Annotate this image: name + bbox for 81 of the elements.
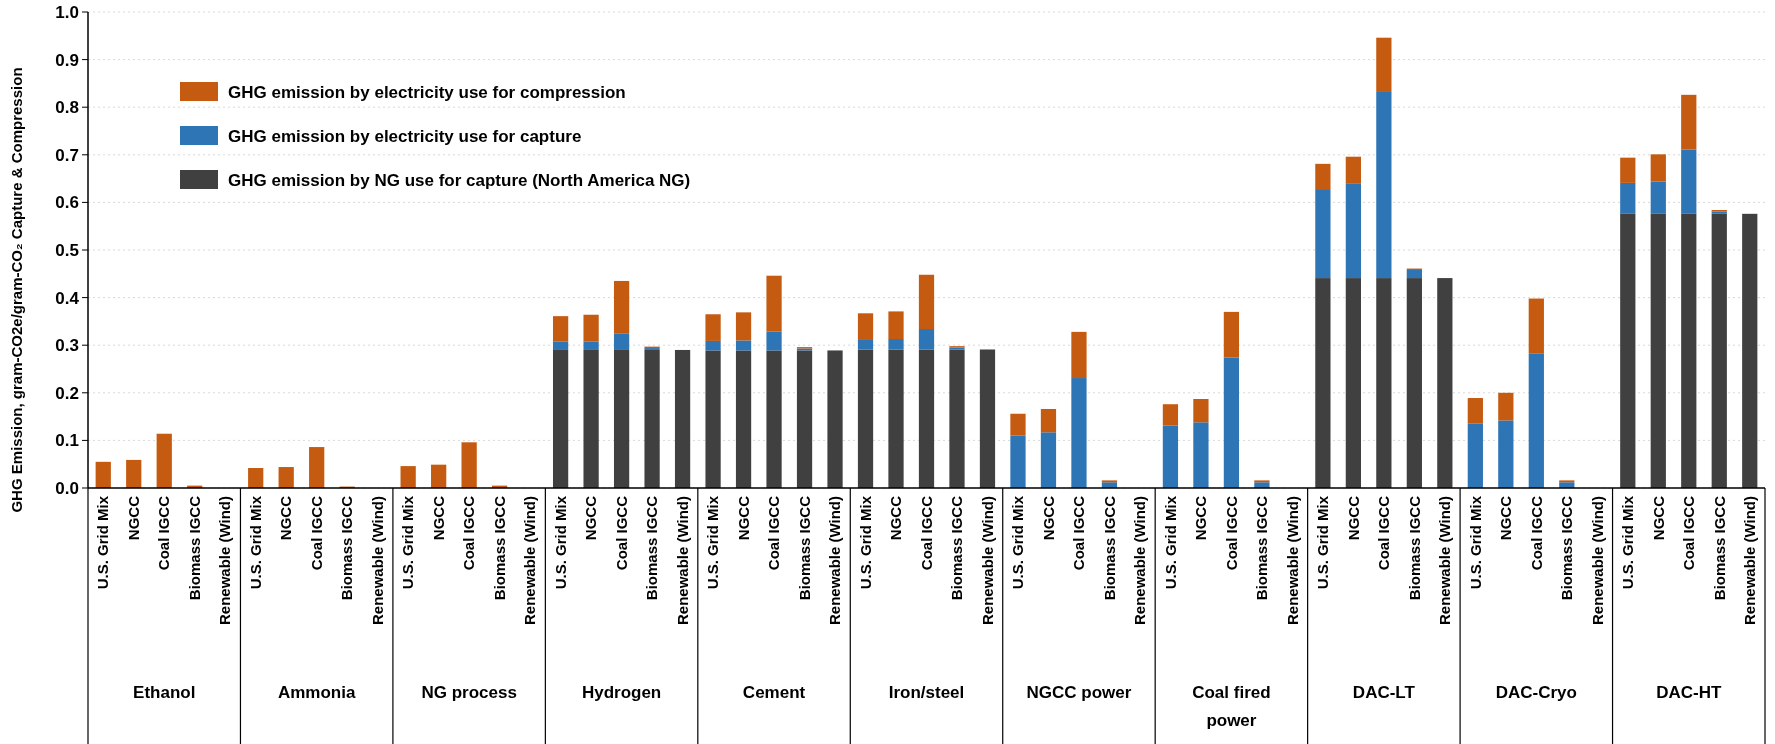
x-tick-label: NGCC — [582, 495, 600, 541]
x-tick-label: Renewable (Wind) — [1741, 496, 1758, 626]
x-tick-label: Coal IGCC — [1070, 495, 1088, 571]
x-tick-label: Biomass IGCC — [1253, 495, 1271, 601]
x-tick-label: Coal IGCC — [460, 495, 478, 571]
x-tick-label: U.S. Grid Mix — [704, 495, 722, 590]
y-tick-label: 0.3 — [55, 336, 79, 356]
x-tick-label: Renewable (Wind) — [216, 496, 234, 626]
x-tick-label: Biomass IGCC — [490, 495, 508, 601]
x-tick-label: Biomass IGCC — [185, 495, 203, 601]
x-tick-label: Renewable (Wind) — [1588, 496, 1606, 626]
text: Cement — [742, 683, 806, 702]
y-tick-label: 0.4 — [55, 288, 80, 308]
x-tick-label: NGCC — [1192, 495, 1210, 541]
x-tick-label: U.S. Grid Mix — [94, 495, 112, 590]
x-tick-label: Renewable (Wind) — [521, 496, 539, 626]
text: Ethanol — [133, 683, 196, 702]
text: DAC-HT — [1656, 683, 1722, 702]
y-tick-label: 0.0 — [55, 478, 79, 498]
text: Coal fired power — [1192, 683, 1271, 730]
x-tick-label: Biomass IGCC — [338, 495, 356, 601]
text: Iron/steel — [888, 683, 965, 702]
x-tick-label: NGCC — [1497, 495, 1515, 541]
x-tick-label: Coal IGCC — [155, 495, 173, 571]
x-tick-label: Coal IGCC — [1527, 495, 1545, 571]
x-tick-label: Coal IGCC — [917, 495, 935, 571]
x-tick-label: NGCC — [887, 495, 905, 541]
x-tick-label: NGCC — [429, 495, 447, 541]
x-tick-label: Biomass IGCC — [795, 495, 813, 601]
x-tick-label: Biomass IGCC — [948, 495, 966, 601]
x-tick-label: Biomass IGCC — [1100, 495, 1118, 601]
x-tick-label: Renewable (Wind) — [1283, 496, 1301, 626]
x-tick-label: Coal IGCC — [765, 495, 783, 571]
text: DAC-LT — [1352, 683, 1416, 702]
y-axis-title: GHG Emission, gram-CO2e/gram-CO₂ Capture & Compression — [8, 67, 25, 513]
x-tick-label: Renewable (Wind) — [673, 496, 691, 626]
x-tick-label: Renewable (Wind) — [368, 496, 386, 626]
x-tick-label: Biomass IGCC — [1710, 495, 1728, 601]
x-tick-label: Coal IGCC — [1375, 495, 1393, 571]
legend-label: GHG emission by electricity use for compression — [228, 82, 626, 102]
x-tick-label: NGCC — [1039, 495, 1057, 541]
x-tick-label: U.S. Grid Mix — [399, 495, 417, 590]
x-tick-label: U.S. Grid Mix — [1619, 495, 1637, 590]
text: Hydrogen — [581, 683, 662, 702]
x-tick-label: U.S. Grid Mix — [1161, 495, 1179, 590]
x-tick-label: U.S. Grid Mix — [1314, 495, 1332, 590]
y-tick-label: 0.9 — [55, 50, 79, 70]
x-tick-label: Renewable (Wind) — [978, 496, 996, 626]
x-tick-label: Coal IGCC — [1222, 495, 1240, 571]
x-tick-label: NGCC — [1344, 495, 1362, 541]
y-tick-label: 1.0 — [55, 2, 79, 22]
x-tick-label: U.S. Grid Mix — [856, 495, 874, 590]
x-tick-label: Renewable (Wind) — [1436, 496, 1454, 626]
text: NGCC power — [1026, 683, 1132, 702]
x-tick-label: Biomass IGCC — [643, 495, 661, 601]
x-tick-label: Renewable (Wind) — [826, 496, 844, 626]
x-tick-label: NGCC — [734, 495, 752, 541]
x-tick-label: U.S. Grid Mix — [1009, 495, 1027, 590]
x-tick-label: Coal IGCC — [612, 495, 630, 571]
x-tick-label: Coal IGCC — [307, 495, 325, 571]
text: Ammonia — [277, 683, 356, 702]
x-tick-label: U.S. Grid Mix — [1466, 495, 1484, 590]
x-tick-label: Renewable (Wind) — [1131, 496, 1149, 626]
text: DAC-Cryo — [1495, 683, 1577, 702]
y-tick-label: 0.1 — [55, 431, 79, 451]
x-tick-label: Coal IGCC — [1680, 495, 1698, 571]
x-tick-label: Biomass IGCC — [1558, 495, 1576, 601]
x-tick-label: NGCC — [1649, 495, 1667, 541]
x-tick-label: NGCC — [124, 495, 142, 541]
y-tick-label: 0.7 — [55, 145, 79, 165]
x-tick-label: U.S. Grid Mix — [246, 495, 264, 590]
x-tick-label: Biomass IGCC — [1405, 495, 1423, 601]
y-tick-label: 0.8 — [55, 98, 79, 118]
y-tick-label: 0.2 — [55, 383, 79, 403]
text: NG process — [421, 683, 517, 702]
y-tick-label: 0.5 — [55, 240, 79, 260]
y-tick-label: 0.6 — [55, 193, 79, 213]
legend-label: GHG emission by electricity use for capture — [228, 126, 582, 146]
x-tick-label: U.S. Grid Mix — [551, 495, 569, 590]
legend-label: GHG emission by NG use for capture (North America NG) — [228, 170, 691, 190]
x-tick-label: NGCC — [277, 495, 295, 541]
